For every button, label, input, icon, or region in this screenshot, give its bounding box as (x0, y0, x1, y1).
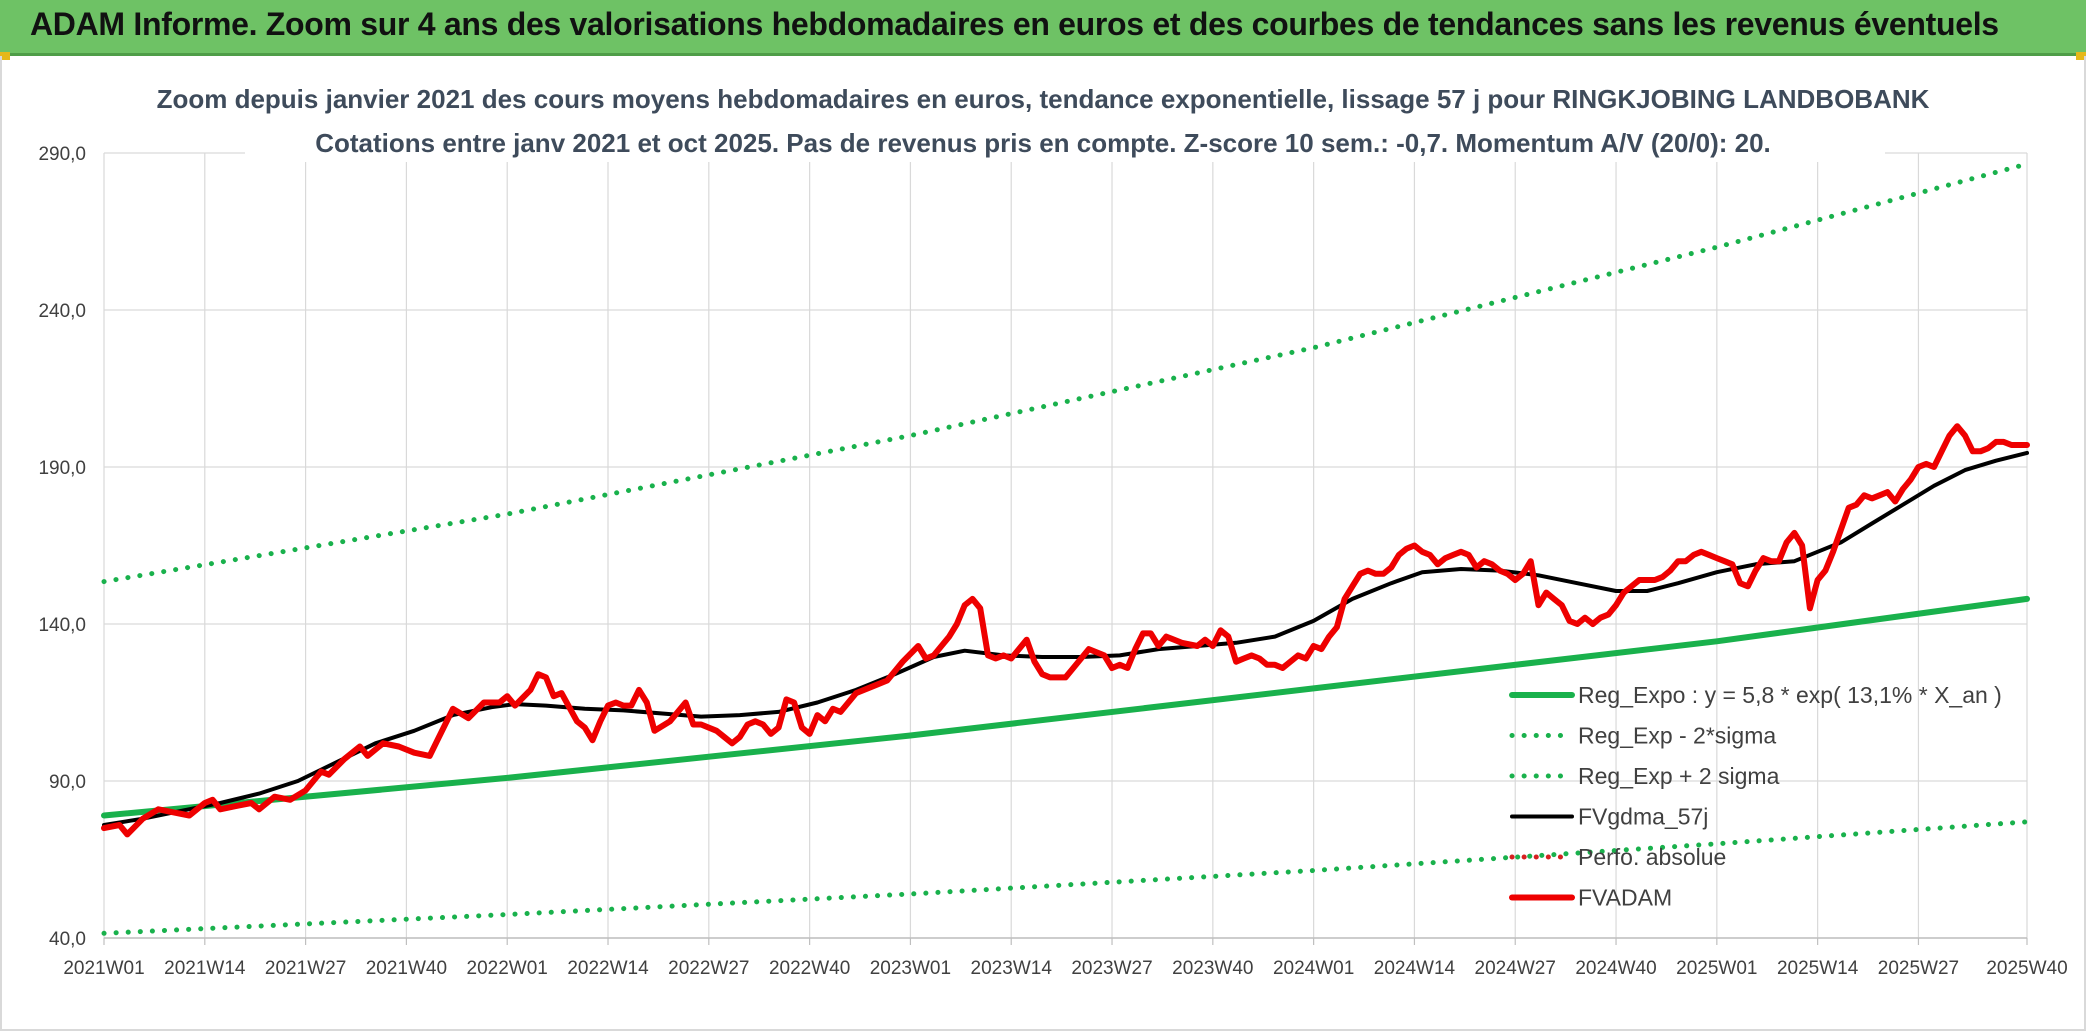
x-tick-label: 2022W01 (467, 958, 548, 979)
legend: Reg_Expo : y = 5,8 * exp( 13,1% * X_an )… (1509, 682, 2002, 911)
x-tick-label: 2024W40 (1575, 958, 1656, 979)
y-tick-label: 40,0 (49, 929, 86, 950)
x-tick-label: 2025W40 (1986, 958, 2067, 979)
y-tick-label: 140,0 (38, 615, 86, 636)
x-tick-label: 2021W14 (164, 958, 246, 979)
x-tick-label: 2023W14 (971, 958, 1053, 979)
x-tick-label: 2025W01 (1676, 958, 1757, 979)
series-line-0 (101, 595, 2030, 819)
x-tick-label: 2022W14 (567, 958, 649, 979)
x-tick-label: 2021W40 (366, 958, 447, 979)
x-tick-label: 2023W40 (1172, 958, 1253, 979)
y-tick-label: 190,0 (38, 458, 86, 479)
chart-frame (0, 56, 2086, 1031)
x-tick-label: 2022W40 (769, 958, 850, 979)
legend-label-2: Reg_Exp + 2 sigma (1578, 763, 1780, 789)
y-tick-label: 290,0 (38, 144, 86, 165)
y-tick-label: 240,0 (38, 301, 86, 322)
y-tick-label: 90,0 (49, 772, 86, 793)
legend-label-3: FVgdma_57j (1578, 804, 1708, 830)
x-tick-label: 2021W01 (63, 958, 144, 979)
x-tick-label: 2023W01 (870, 958, 951, 979)
x-tick-label: 2024W01 (1273, 958, 1354, 979)
x-tick-label: 2024W27 (1475, 958, 1556, 979)
x-tick-label: 2022W27 (668, 958, 749, 979)
series-line-5 (101, 423, 2030, 838)
x-tick-label: 2025W14 (1777, 958, 1859, 979)
legend-label-1: Reg_Exp - 2*sigma (1578, 723, 1776, 749)
legend-label-4: Perfo. absolue (1578, 844, 1726, 870)
x-tick-label: 2023W27 (1071, 958, 1152, 979)
legend-label-5: FVADAM (1578, 885, 1672, 911)
series-line-2 (101, 161, 2030, 585)
series-layer (101, 161, 2030, 936)
x-tick-label: 2025W27 (1878, 958, 1959, 979)
legend-label-0: Reg_Expo : y = 5,8 * exp( 13,1% * X_an ) (1578, 682, 2002, 708)
x-tick-label: 2024W14 (1374, 958, 1456, 979)
x-tick-label: 2021W27 (265, 958, 346, 979)
header-corner-right (2076, 52, 2086, 60)
series-line-1 (101, 819, 2030, 936)
chart-title-line2: Cotations entre janv 2021 et oct 2025. P… (315, 128, 1771, 158)
axis-layer: 40,0 90,0 140,0 190,0 240,0 290,0 2021W01 2021W… (38, 144, 2067, 979)
header-corner-left (0, 52, 10, 60)
chart-title-line1: Zoom depuis janvier 2021 des cours moyen… (157, 84, 1930, 114)
title-background (245, 82, 1885, 162)
header-bar: ADAM Informe. Zoom sur 4 ans des valoris… (0, 0, 2086, 56)
page-title: ADAM Informe. Zoom sur 4 ans des valoris… (30, 6, 1999, 42)
